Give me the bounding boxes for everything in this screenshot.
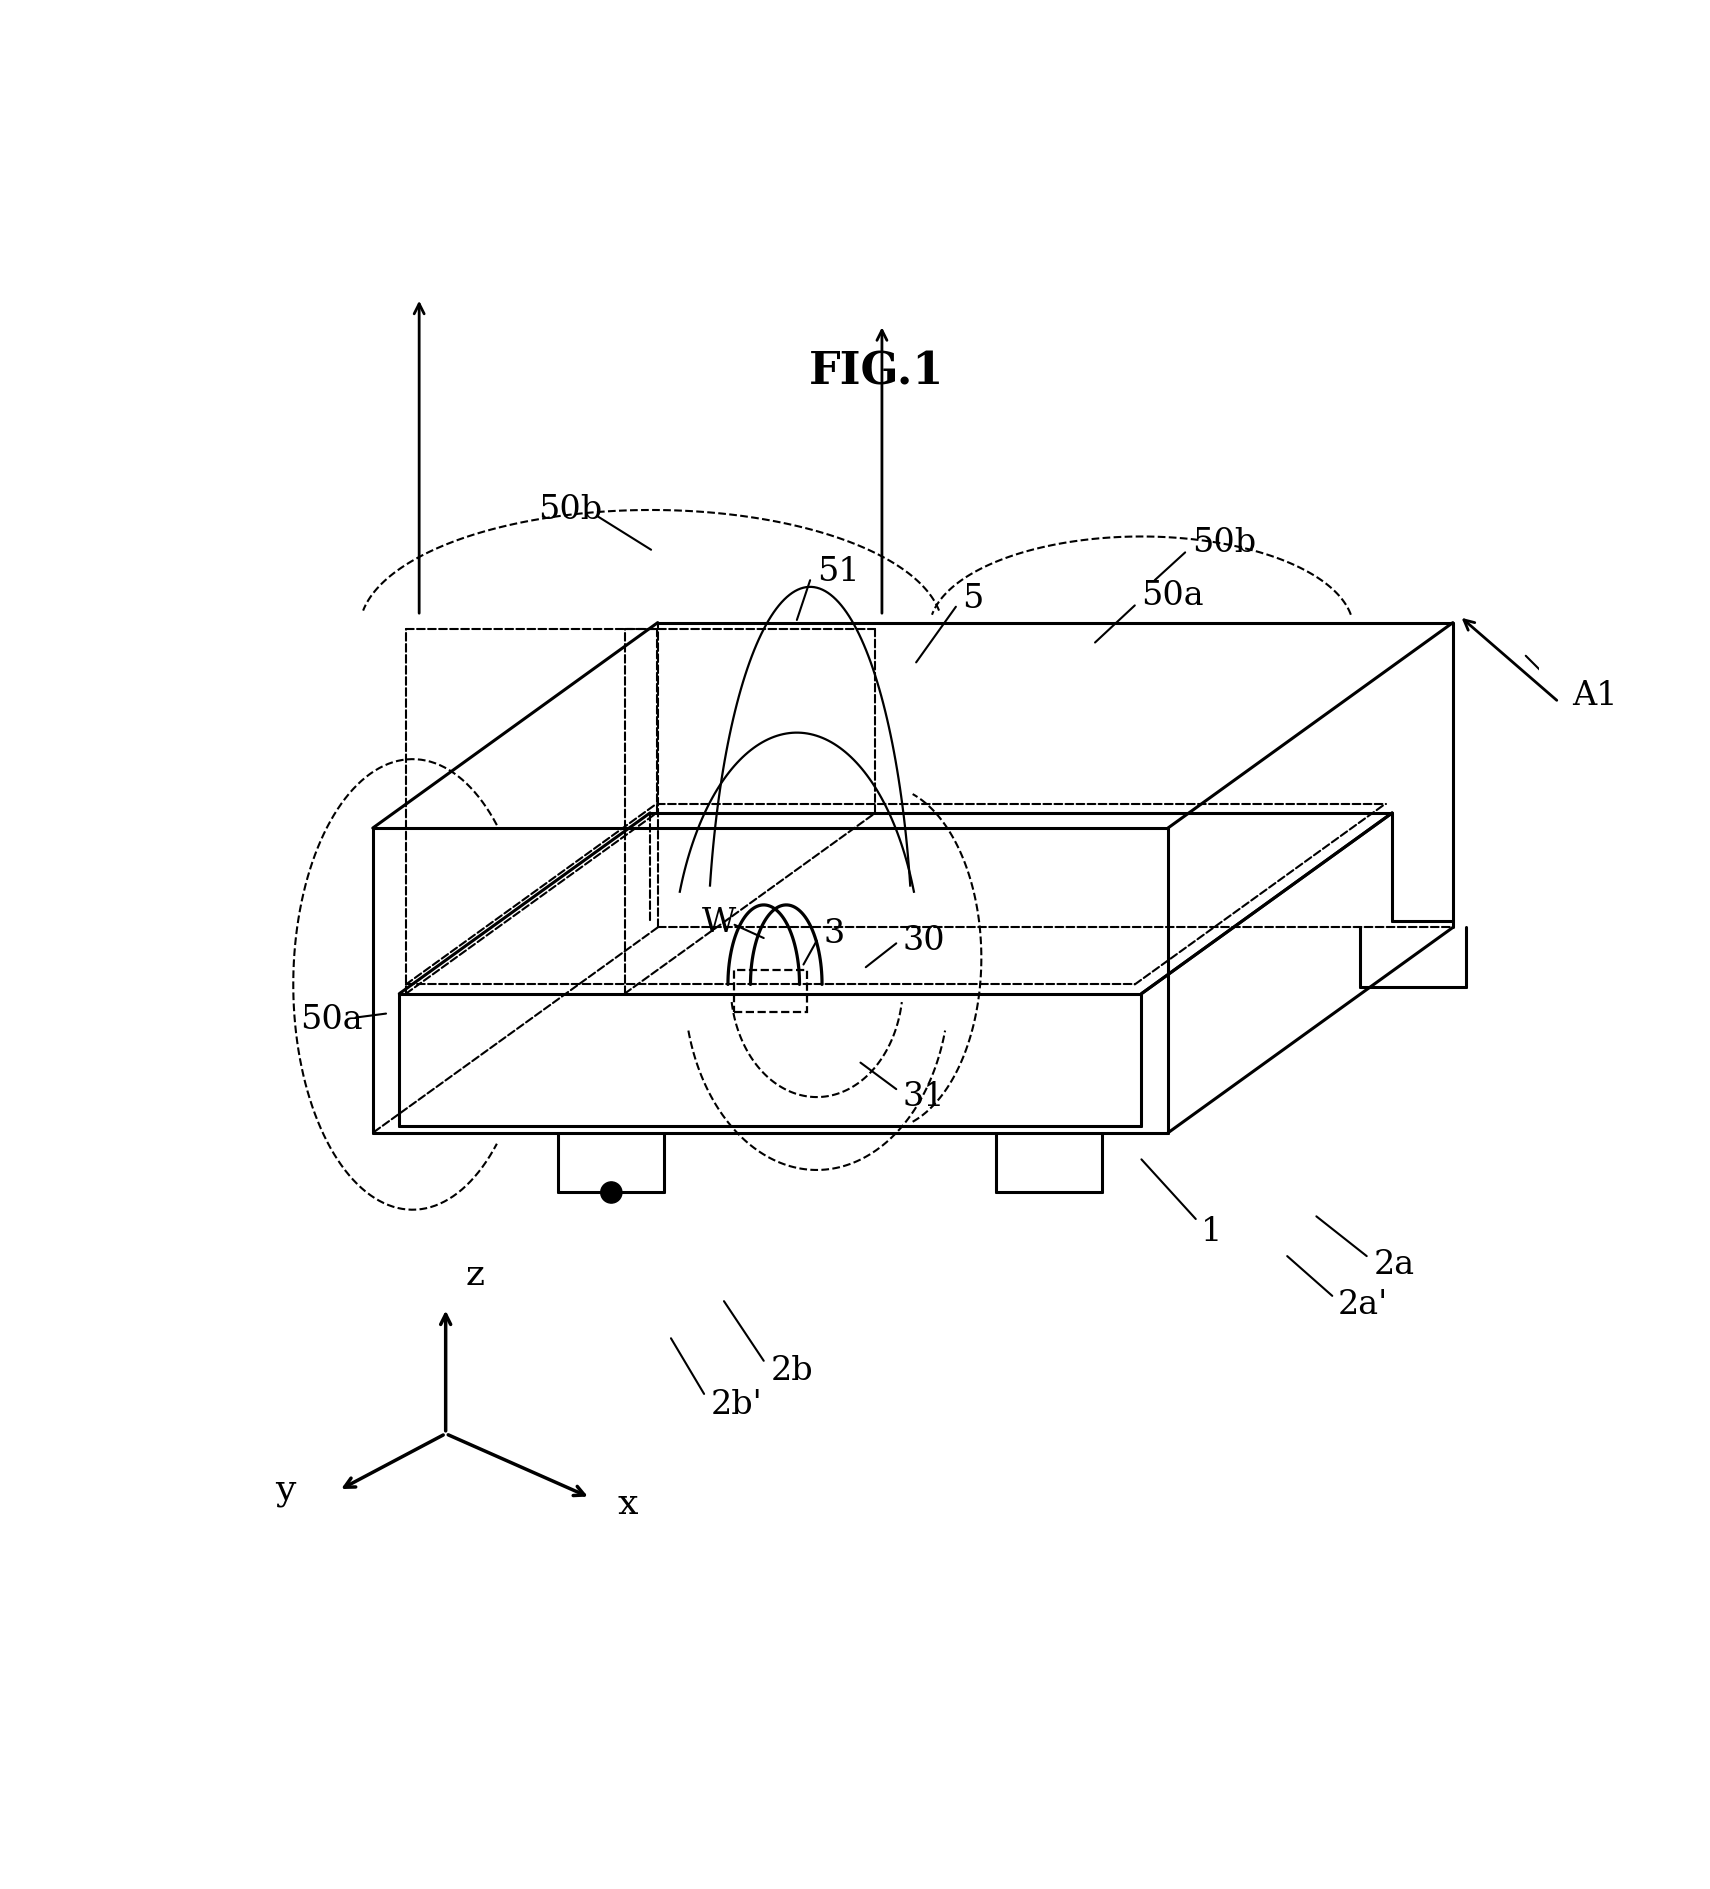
Text: 51: 51 xyxy=(817,555,860,587)
Bar xyxy=(734,969,807,1013)
Text: 30: 30 xyxy=(903,926,946,956)
Text: 31: 31 xyxy=(903,1081,946,1113)
Text: 2b': 2b' xyxy=(711,1388,763,1421)
Text: 50b: 50b xyxy=(1192,527,1255,559)
Text: 1: 1 xyxy=(1200,1217,1223,1249)
Text: 2a': 2a' xyxy=(1337,1288,1389,1320)
Text: 50a: 50a xyxy=(299,1005,363,1037)
Text: 50a: 50a xyxy=(1142,580,1204,612)
Text: 50b: 50b xyxy=(539,495,602,525)
Text: z: z xyxy=(465,1258,484,1292)
Text: 3: 3 xyxy=(824,918,845,950)
Text: W: W xyxy=(701,907,735,939)
Text: x: x xyxy=(617,1487,638,1521)
Text: 2a: 2a xyxy=(1373,1249,1414,1281)
Text: 5: 5 xyxy=(963,584,983,614)
Text: A1: A1 xyxy=(1571,680,1618,712)
Text: FIG.1: FIG.1 xyxy=(809,351,944,395)
Text: y: y xyxy=(275,1473,296,1507)
Circle shape xyxy=(600,1183,622,1203)
Text: 2b: 2b xyxy=(770,1356,812,1387)
